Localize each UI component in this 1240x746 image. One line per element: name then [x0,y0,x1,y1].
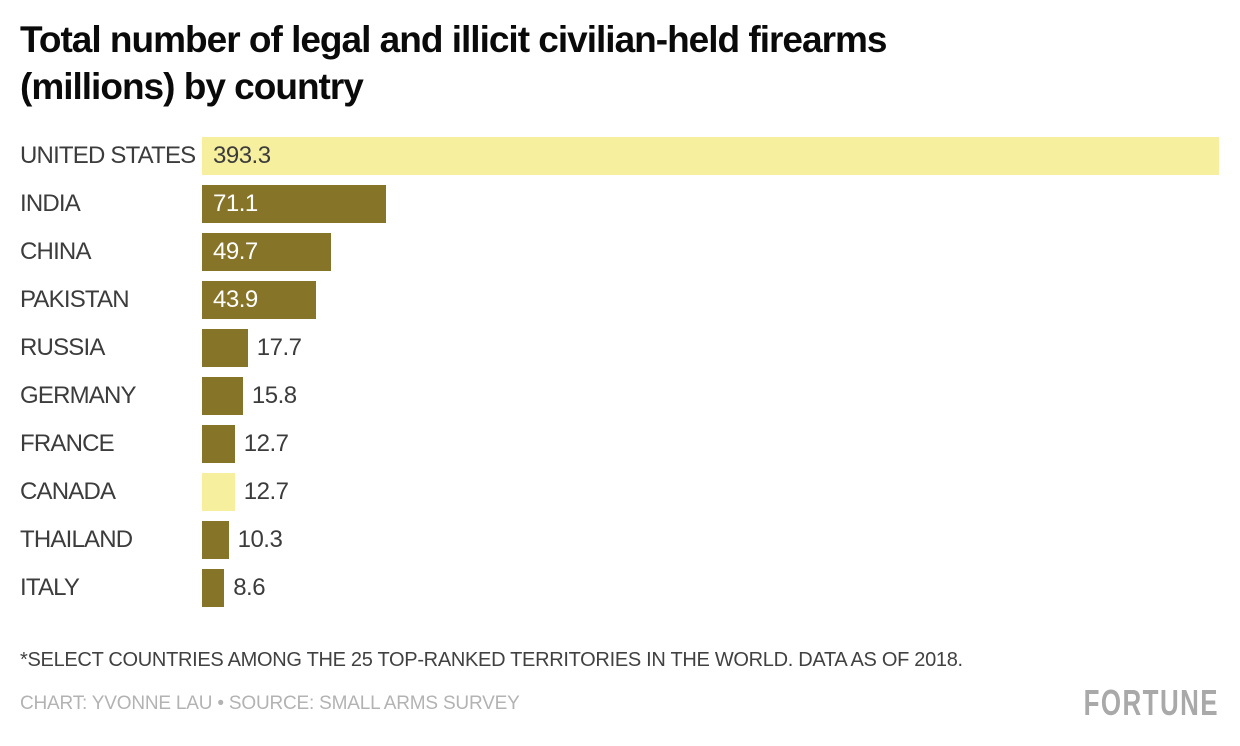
chart-title-line-2: (millions) by country [20,66,364,107]
bar-track: 71.1 [202,185,1240,223]
value-label: 8.6 [233,574,266,601]
category-label: PAKISTAN [20,286,130,313]
bar [202,377,243,415]
chart-row: ITALY 8.6 [0,569,1240,607]
bar-track: 15.8 [202,377,1240,415]
bar-track: 12.7 [202,473,1240,511]
bar [202,329,248,367]
value-label: 49.7 [213,238,258,265]
chart-footnote: *SELECT COUNTRIES AMONG THE 25 TOP-RANKE… [20,649,963,671]
chart-row: GERMANY 15.8 [0,377,1240,415]
bar-track: 43.9 [202,281,1240,319]
chart-row: CHINA 49.7 [0,233,1240,271]
chart-row: UNITED STATES 393.3 [0,137,1240,175]
bar: 393.3 [202,137,1219,175]
chart-row: INDIA 71.1 [0,185,1240,223]
category-label: RUSSIA [20,334,105,361]
category-label: THAILAND [20,526,133,553]
chart-title: Total number of legal and illicit civili… [20,16,1200,110]
category-label: UNITED STATES [20,142,196,169]
value-label: 10.3 [237,526,283,553]
chart-row: RUSSIA 17.7 [0,329,1240,367]
category-label: ITALY [20,574,80,601]
value-label: 393.3 [213,142,271,169]
bar: 43.9 [202,281,316,319]
value-label: 15.8 [251,382,297,409]
bar: 71.1 [202,185,386,223]
category-label: CHINA [20,238,91,265]
bar [202,473,235,511]
chart-row: CANADA 12.7 [0,473,1240,511]
value-label: 12.7 [243,430,289,457]
value-label: 43.9 [213,286,258,313]
bar [202,425,235,463]
bar-chart: UNITED STATES 393.3 INDIA 71.1 CHINA 49.7 PAKI… [0,137,1240,617]
bar: 49.7 [202,233,331,271]
bar-track: 393.3 [202,137,1240,175]
value-label: 12.7 [243,478,289,505]
fortune-logo: FORTUNE [1083,682,1219,723]
category-label: FRANCE [20,430,115,457]
category-label: CANADA [20,478,116,505]
category-label: GERMANY [20,382,137,409]
category-label: INDIA [20,190,81,217]
bar [202,521,229,559]
bar-track: 12.7 [202,425,1240,463]
chart-row: FRANCE 12.7 [0,425,1240,463]
bar-track: 10.3 [202,521,1240,559]
chart-title-line-1: Total number of legal and illicit civili… [20,19,887,60]
value-label: 17.7 [256,334,302,361]
bar [202,569,225,607]
bar-track: 8.6 [202,569,1240,607]
chart-credit: CHART: YVONNE LAU • SOURCE: SMALL ARMS S… [20,693,520,714]
chart-row: PAKISTAN 43.9 [0,281,1240,319]
bar-track: 49.7 [202,233,1240,271]
value-label: 71.1 [213,190,258,217]
chart-row: THAILAND 10.3 [0,521,1240,559]
bar-track: 17.7 [202,329,1240,367]
